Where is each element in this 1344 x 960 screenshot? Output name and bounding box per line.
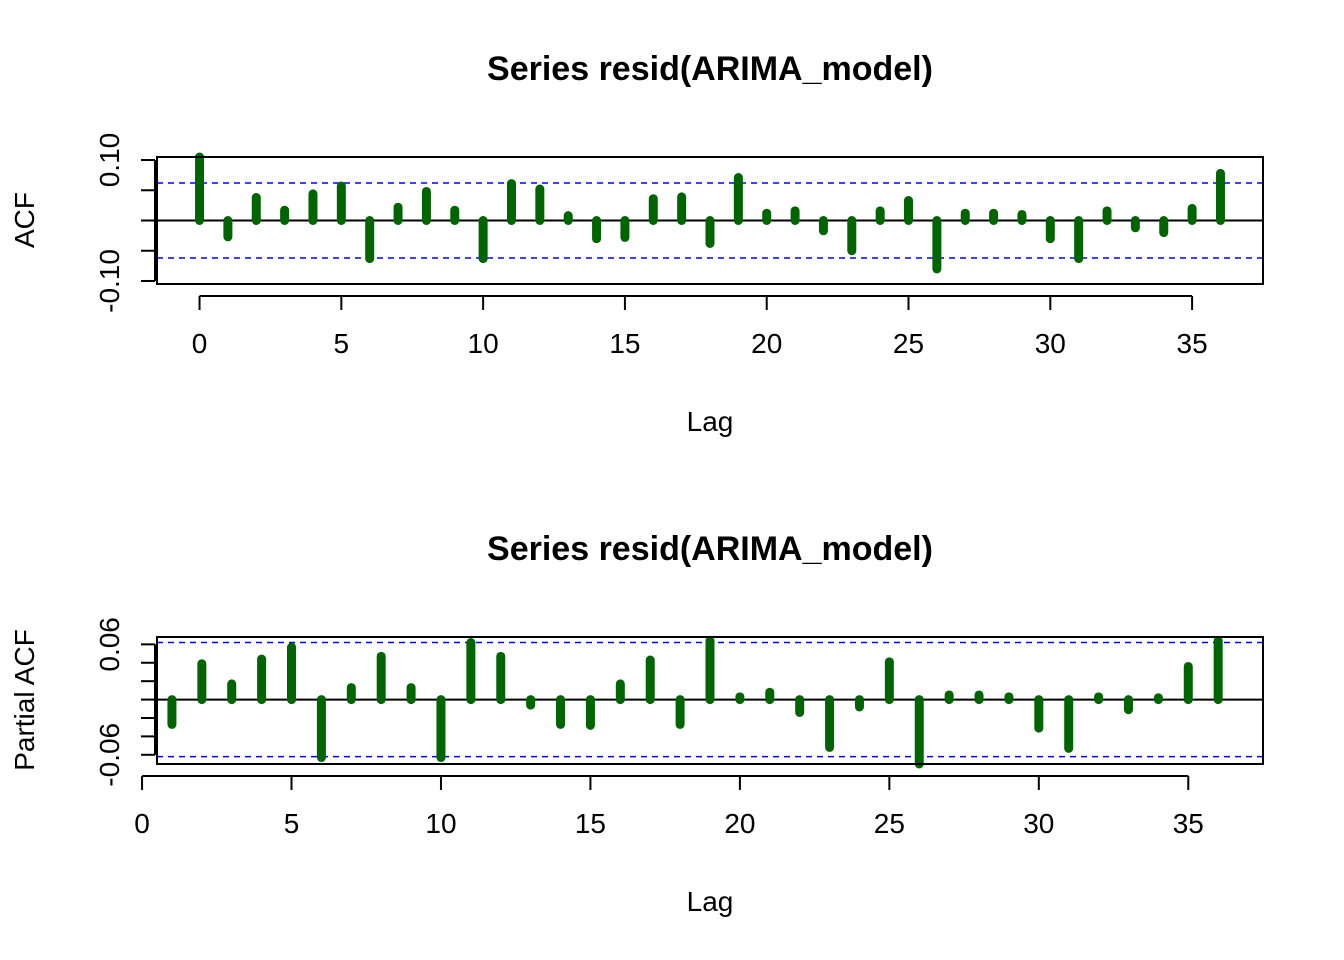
acf-plot-frame <box>156 156 1264 285</box>
acf-x-tick-label-35: 35 <box>1177 328 1208 359</box>
pacf-x-tick-label-35: 35 <box>1173 808 1204 839</box>
pacf-x-tick-label-30: 30 <box>1023 808 1054 839</box>
acf-panel: Series resid(ARIMA_model) Lag ACF 0 5 10 15… <box>9 50 1264 437</box>
acf-y-tick-label-1: 0.10 <box>94 133 125 188</box>
acf-x-tick-label-30: 30 <box>1035 328 1066 359</box>
acf-x-tick-label-10: 10 <box>468 328 499 359</box>
pacf-x-tick-label-5: 5 <box>284 808 300 839</box>
pacf-y-axis: -0.06 0.06 <box>94 617 156 787</box>
acf-x-tick-label-25: 25 <box>893 328 924 359</box>
pacf-y-tick-label-0: -0.06 <box>94 723 125 787</box>
pacf-title: Series resid(ARIMA_model) <box>487 530 933 568</box>
acf-confidence-lines <box>157 182 1263 259</box>
pacf-x-axis-label: Lag <box>687 886 734 917</box>
pacf-x-tick-label-20: 20 <box>724 808 755 839</box>
pacf-x-tick-label-0: 0 <box>134 808 150 839</box>
pacf-x-tick-label-25: 25 <box>874 808 905 839</box>
acf-x-tick-label-0: 0 <box>192 328 208 359</box>
acf-y-axis: -0.10 0.10 <box>94 133 156 313</box>
acf-x-axis-label: Lag <box>687 406 734 437</box>
acf-bars <box>195 152 1225 274</box>
pacf-y-tick-label-1: 0.06 <box>94 617 125 672</box>
acf-y-axis-label: ACF <box>9 192 40 248</box>
pacf-x-tick-label-15: 15 <box>575 808 606 839</box>
pacf-x-axis: 0 5 10 15 20 25 30 35 <box>134 775 1204 839</box>
acf-x-tick-label-5: 5 <box>334 328 350 359</box>
pacf-panel: Series resid(ARIMA_model) Lag Partial AC… <box>9 530 1264 917</box>
pacf-x-tick-label-10: 10 <box>425 808 456 839</box>
acf-x-tick-label-15: 15 <box>609 328 640 359</box>
pacf-bars <box>167 636 1223 769</box>
acf-y-tick-label-0: -0.10 <box>94 249 125 313</box>
acf-x-tick-label-20: 20 <box>751 328 782 359</box>
acf-x-axis: 0 5 10 15 20 25 30 35 <box>192 295 1208 359</box>
pacf-plot-frame <box>156 636 1264 765</box>
pacf-y-axis-label: Partial ACF <box>9 629 40 771</box>
acf-title: Series resid(ARIMA_model) <box>487 50 933 88</box>
